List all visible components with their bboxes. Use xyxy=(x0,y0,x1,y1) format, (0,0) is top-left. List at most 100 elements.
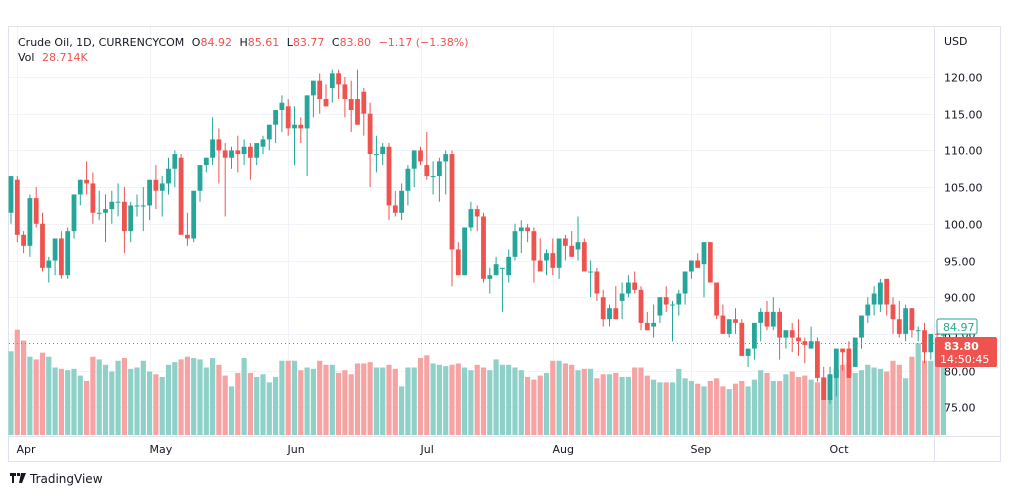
candle-down xyxy=(153,179,159,191)
candle-down xyxy=(336,73,341,85)
volume-bar xyxy=(468,370,474,435)
candle-down xyxy=(821,377,827,400)
candle-up xyxy=(544,253,549,261)
volume-bar xyxy=(758,370,764,435)
candle-down xyxy=(896,319,902,334)
volume-bar xyxy=(39,352,46,435)
volume-bar xyxy=(562,363,568,435)
volume-bar xyxy=(58,368,64,435)
candle-down xyxy=(355,99,360,125)
volume-bar xyxy=(77,375,83,435)
candle-down xyxy=(424,165,430,177)
candle-up xyxy=(556,238,562,268)
candle-down xyxy=(525,227,530,232)
volume-bar xyxy=(802,375,808,435)
candle-up xyxy=(512,231,518,257)
candle-up xyxy=(254,143,260,158)
candle-down xyxy=(884,278,890,305)
volume-bar xyxy=(764,372,770,435)
candle-down xyxy=(392,205,398,213)
volume-bar xyxy=(871,367,877,435)
candle-up xyxy=(65,231,71,276)
volume-bar xyxy=(499,364,505,435)
candle-down xyxy=(222,150,228,158)
volume-bar xyxy=(745,386,751,435)
volume-bar xyxy=(140,360,146,435)
volume-bar xyxy=(940,351,946,435)
candle-up xyxy=(134,205,140,207)
candle-up xyxy=(166,168,171,184)
volume-bar xyxy=(65,370,71,435)
candle-down xyxy=(449,154,455,250)
volume-bar xyxy=(732,383,739,435)
price-tick-label: 75.00 xyxy=(944,402,976,415)
volume-label[interactable]: Vol xyxy=(18,51,35,64)
candle-down xyxy=(789,330,795,338)
volume-bar xyxy=(254,376,260,435)
volume-bar xyxy=(165,364,172,435)
volume-bar xyxy=(707,381,713,435)
price-tick-label: 105.00 xyxy=(944,182,983,195)
candle-up xyxy=(46,260,52,268)
volume-bar xyxy=(682,378,688,435)
volume-bar xyxy=(336,372,342,435)
volume-bar xyxy=(184,356,190,435)
volume-bar xyxy=(588,368,594,435)
volume-bar xyxy=(386,364,392,435)
candle-down xyxy=(644,322,650,331)
volume-bar xyxy=(304,367,310,435)
volume-bar xyxy=(147,371,153,435)
volume-legend: Vol 28.714K xyxy=(18,51,88,64)
crosshair-price-tag: 84.97 xyxy=(936,318,978,335)
candle-down xyxy=(563,238,568,246)
candle-up xyxy=(159,183,165,191)
volume-bar xyxy=(606,374,613,435)
price-tick-label: 95.00 xyxy=(944,256,976,269)
candle-down xyxy=(537,260,543,272)
candle-up xyxy=(203,157,209,166)
candle-up xyxy=(71,194,77,232)
candle-down xyxy=(248,146,253,158)
volume-bar xyxy=(279,360,285,435)
volume-bar xyxy=(291,360,298,435)
volume-bar xyxy=(543,372,550,435)
time-tick-label: Apr xyxy=(17,443,37,456)
candle-up xyxy=(27,198,33,246)
ohlc-high: H85.61 xyxy=(239,36,280,49)
volume-bar xyxy=(27,356,33,435)
symbol-name[interactable]: Crude Oil, 1D, CURRENCYCOM xyxy=(18,36,185,49)
candle-up xyxy=(103,209,108,213)
candle-up xyxy=(575,242,581,250)
candle-up xyxy=(241,146,247,155)
time-tick-label: Aug xyxy=(553,443,574,456)
candle-up xyxy=(210,139,215,158)
volume-bar xyxy=(235,372,241,435)
candle-up xyxy=(411,150,417,169)
candle-up xyxy=(329,73,335,89)
candle-up xyxy=(500,267,505,269)
volume-value: 28.714K xyxy=(41,51,88,64)
volume-bar xyxy=(96,359,102,435)
tradingview-branding[interactable]: TradingView xyxy=(10,472,103,486)
volume-bar xyxy=(556,360,562,435)
candle-down xyxy=(285,106,291,129)
candle-up xyxy=(752,322,757,349)
volume-bar xyxy=(411,367,417,435)
volume-bar xyxy=(493,359,499,435)
candle-up xyxy=(273,110,278,125)
crosshair-price-box xyxy=(936,318,978,335)
candle-up xyxy=(172,154,178,169)
candle-down xyxy=(90,183,96,213)
candle-up xyxy=(380,146,386,155)
volume-bar xyxy=(430,363,436,435)
volume-bar xyxy=(153,374,159,435)
volume-bar xyxy=(455,363,461,435)
volume-bar xyxy=(676,368,682,435)
volume-bar xyxy=(701,386,707,435)
volume-bar xyxy=(241,358,247,435)
volume-bar xyxy=(833,368,839,435)
time-tick-label: Jun xyxy=(287,443,305,456)
candle-down xyxy=(348,99,354,111)
volume-bar xyxy=(354,363,361,435)
